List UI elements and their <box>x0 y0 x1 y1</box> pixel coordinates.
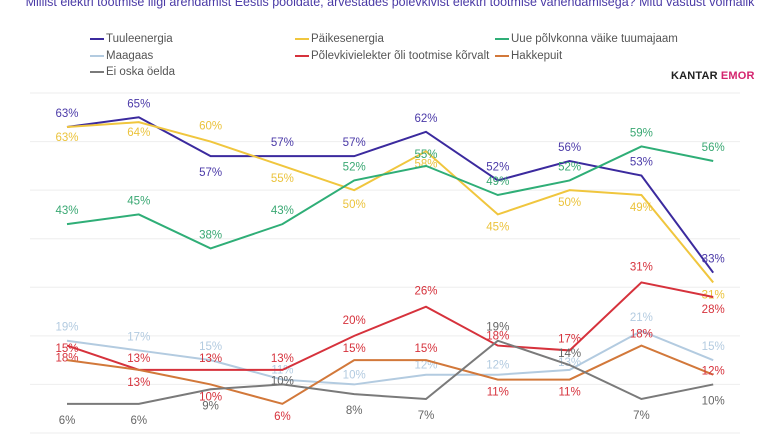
series-line <box>66 281 714 371</box>
data-label: 50% <box>343 199 366 211</box>
series-line <box>66 116 715 274</box>
data-label: 15% <box>199 341 222 353</box>
data-label: 55% <box>414 149 437 161</box>
data-label: 28% <box>702 304 725 316</box>
data-label: 50% <box>558 197 581 209</box>
data-label: 11% <box>487 387 509 399</box>
legend-swatch <box>90 71 104 73</box>
legend-label: Hakkepuit <box>511 50 563 62</box>
data-label: 12% <box>486 360 509 372</box>
data-label: 15% <box>414 343 437 355</box>
series-line <box>66 121 714 284</box>
data-label: 52% <box>558 161 581 173</box>
data-label: 31% <box>630 261 653 273</box>
data-label: 17% <box>127 331 150 343</box>
data-label: 10% <box>343 369 366 381</box>
data-label: 13% <box>199 353 222 365</box>
data-label: 8% <box>346 405 363 417</box>
series-line <box>66 145 714 250</box>
series-line <box>66 329 714 386</box>
data-label: 12% <box>702 366 725 378</box>
data-label: 15% <box>702 341 725 353</box>
legend-swatch <box>295 38 309 40</box>
legend-item: Päikesenergia <box>295 33 384 45</box>
data-label: 31% <box>702 289 725 301</box>
data-label: 43% <box>271 205 294 217</box>
data-label: 20% <box>343 315 366 327</box>
legend-item: Ei oska öelda <box>90 66 175 78</box>
data-label: 59% <box>630 127 653 139</box>
data-label: 56% <box>702 142 725 154</box>
data-label: 19% <box>486 322 509 334</box>
data-label: 53% <box>630 157 653 169</box>
data-label: 55% <box>271 173 294 185</box>
data-label: 10% <box>199 391 222 403</box>
legend-label: Tuuleenergia <box>106 33 173 45</box>
data-label: 6% <box>59 415 76 427</box>
legend-swatch <box>495 55 509 57</box>
legend-item: Hakkepuit <box>495 50 562 62</box>
legend-swatch <box>495 38 509 40</box>
data-label: 49% <box>486 176 509 188</box>
data-label: 11% <box>559 387 581 399</box>
legend-item: Tuuleenergia <box>90 33 173 45</box>
legend-item: Maagaas <box>90 50 153 62</box>
data-label: 15% <box>55 343 78 355</box>
data-label: 21% <box>630 312 653 324</box>
data-label: 60% <box>199 121 222 133</box>
legend-item: Põlevkivielekter õli tootmise kõrvalt <box>295 50 489 62</box>
series-line <box>67 339 714 405</box>
data-label: 57% <box>343 137 366 149</box>
data-label: 63% <box>55 132 78 144</box>
data-label: 64% <box>127 127 150 139</box>
data-label: 9% <box>202 400 219 412</box>
data-label: 13% <box>127 353 150 365</box>
legend-item: Uue põlvkonna väike tuumajaam <box>495 33 678 45</box>
data-label: 13% <box>558 357 581 369</box>
data-label: 10% <box>271 375 294 387</box>
legend-label: Põlevkivielekter õli tootmise kõrvalt <box>311 50 490 62</box>
data-label: 56% <box>558 142 581 154</box>
data-label: 57% <box>199 167 222 179</box>
data-label: 43% <box>55 205 78 217</box>
data-label: 7% <box>633 410 650 422</box>
data-label: 6% <box>130 415 147 427</box>
legend-swatch <box>295 55 309 57</box>
legend-label: Päikesenergia <box>311 33 384 45</box>
legend-label: Ei oska öelda <box>106 66 176 78</box>
data-label: 65% <box>127 98 150 110</box>
data-label: 13% <box>271 353 294 365</box>
data-label: 57% <box>271 137 294 149</box>
legend-label: Uue põlvkonna väike tuumajaam <box>511 33 678 45</box>
data-label: 52% <box>486 161 509 173</box>
data-label: 18% <box>630 329 653 341</box>
chart-title: Millist elektri tootmise liigi arendamis… <box>25 0 755 9</box>
data-label: 49% <box>630 202 653 214</box>
legend-swatch <box>90 55 104 57</box>
data-label: 15% <box>343 343 366 355</box>
data-label: 45% <box>486 221 509 233</box>
data-label: 19% <box>55 322 78 334</box>
data-label: 62% <box>414 113 437 125</box>
data-label: 14% <box>558 348 581 360</box>
series-line <box>66 344 714 405</box>
data-label: 45% <box>127 195 150 207</box>
data-label: 63% <box>55 108 78 120</box>
legend-swatch <box>90 38 104 40</box>
data-label: 52% <box>343 161 366 173</box>
data-label: 38% <box>199 229 222 241</box>
data-label: 33% <box>702 254 725 266</box>
legend-label: Maagaas <box>106 50 154 62</box>
data-label: 13% <box>127 377 150 389</box>
kantar-emor-logo: KANTAR EMOR <box>671 70 755 82</box>
data-label: 17% <box>558 333 581 345</box>
data-label: 10% <box>702 395 725 407</box>
data-label: 18% <box>486 331 509 343</box>
data-label: 6% <box>274 411 291 423</box>
data-label: 26% <box>414 286 437 298</box>
data-label: 7% <box>418 410 435 422</box>
